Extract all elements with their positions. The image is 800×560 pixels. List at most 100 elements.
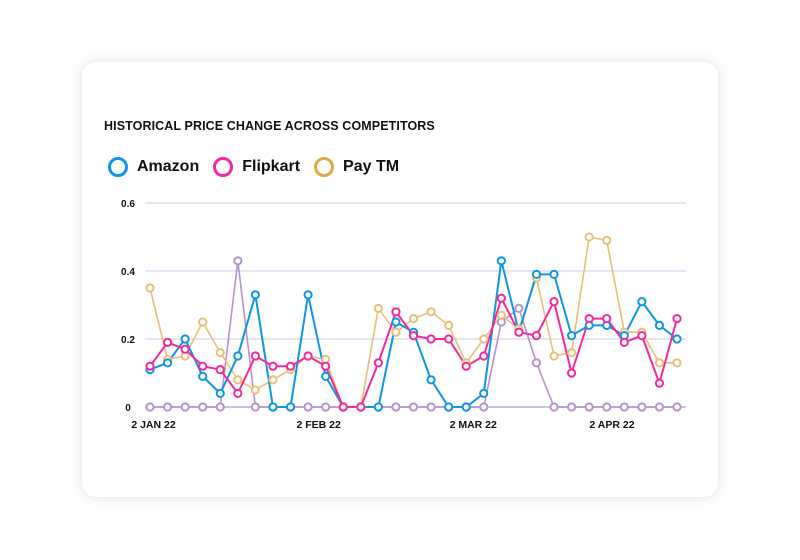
data-point [233, 256, 243, 266]
y-tick-label: 0.6 [121, 199, 135, 210]
x-tick-label: 2 FEB 22 [296, 419, 341, 431]
data-point [321, 371, 331, 381]
data-point [180, 344, 190, 354]
data-point [321, 361, 331, 371]
data-point [356, 402, 366, 412]
data-point [654, 320, 665, 330]
data-point [373, 358, 383, 368]
data-point [145, 361, 155, 371]
data-point [531, 358, 542, 368]
data-point [162, 402, 173, 412]
data-point [531, 331, 542, 341]
data-point [444, 334, 454, 344]
data-point [373, 402, 383, 412]
data-point [198, 371, 208, 381]
data-point [567, 348, 577, 358]
data-point [426, 307, 436, 317]
legend-label: Amazon [137, 158, 200, 175]
data-point [162, 337, 173, 347]
data-point [496, 310, 506, 320]
data-point [444, 320, 454, 330]
data-point [426, 375, 436, 385]
data-point [602, 235, 612, 245]
data-point [303, 351, 313, 361]
legend-label: Pay TM [343, 158, 400, 175]
y-tick-label: 0 [125, 403, 131, 414]
data-point [285, 361, 296, 371]
data-point [145, 283, 155, 293]
legend-paytm[interactable]: Pay TM [314, 157, 399, 177]
data-point [303, 402, 313, 412]
data-point [619, 337, 629, 347]
data-point [391, 402, 401, 412]
legend-marker [314, 157, 335, 177]
data-point [602, 314, 612, 324]
data-point [250, 290, 260, 300]
x-tick-label: 2 JAN 22 [131, 419, 176, 431]
data-point [672, 334, 682, 344]
data-point [496, 293, 506, 303]
data-point [672, 358, 682, 368]
data-point [180, 334, 190, 344]
data-point [198, 317, 208, 327]
data-point [479, 351, 489, 361]
data-point [391, 327, 401, 337]
legend-amazon[interactable]: Amazon [108, 157, 199, 177]
legend-label: Flipkart [242, 158, 301, 175]
data-point [180, 402, 190, 412]
data-point [303, 290, 313, 300]
data-point [549, 402, 559, 412]
data-point [198, 402, 208, 412]
data-point [461, 402, 471, 412]
data-point [285, 402, 296, 412]
data-point [567, 368, 577, 378]
data-point [373, 303, 383, 313]
data-point [461, 361, 471, 371]
data-point [584, 314, 594, 324]
data-point [602, 402, 612, 412]
data-point [408, 314, 419, 324]
data-point [338, 402, 348, 412]
data-point [391, 317, 401, 327]
data-point [408, 331, 419, 341]
data-point [672, 402, 682, 412]
data-point [637, 331, 647, 341]
legend: Amazon Flipkart Pay TM [108, 157, 399, 177]
data-point [567, 402, 577, 412]
data-point [584, 402, 594, 412]
data-point [408, 402, 419, 412]
data-point [672, 314, 682, 324]
data-point [268, 361, 278, 371]
x-tick-label: 2 MAR 22 [450, 419, 497, 431]
x-tick-label: 2 APR 22 [589, 419, 634, 431]
data-point [637, 297, 647, 307]
legend-marker [213, 157, 234, 177]
legend-marker [108, 157, 128, 177]
data-point [549, 297, 559, 307]
chart-card [82, 62, 718, 497]
data-point [637, 402, 647, 412]
data-point [479, 402, 489, 412]
data-point [391, 307, 401, 317]
data-point [215, 348, 225, 358]
data-point [496, 256, 506, 266]
data-point [549, 351, 559, 361]
data-point [215, 365, 225, 375]
data-point [654, 378, 665, 388]
data-point [215, 402, 225, 412]
data-point [162, 358, 173, 368]
data-point [549, 269, 559, 279]
data-point [321, 402, 331, 412]
data-point [567, 331, 577, 341]
data-point [250, 402, 260, 412]
data-point [215, 388, 225, 398]
data-point [426, 402, 436, 412]
data-point [584, 232, 594, 242]
data-point [619, 402, 629, 412]
data-point [233, 375, 243, 385]
data-point [268, 402, 278, 412]
legend-flipkart[interactable]: Flipkart [213, 157, 300, 177]
y-tick-label: 0.2 [121, 335, 135, 346]
chart-title: HISTORICAL PRICE CHANGE ACROSS COMPETITO… [104, 119, 435, 133]
